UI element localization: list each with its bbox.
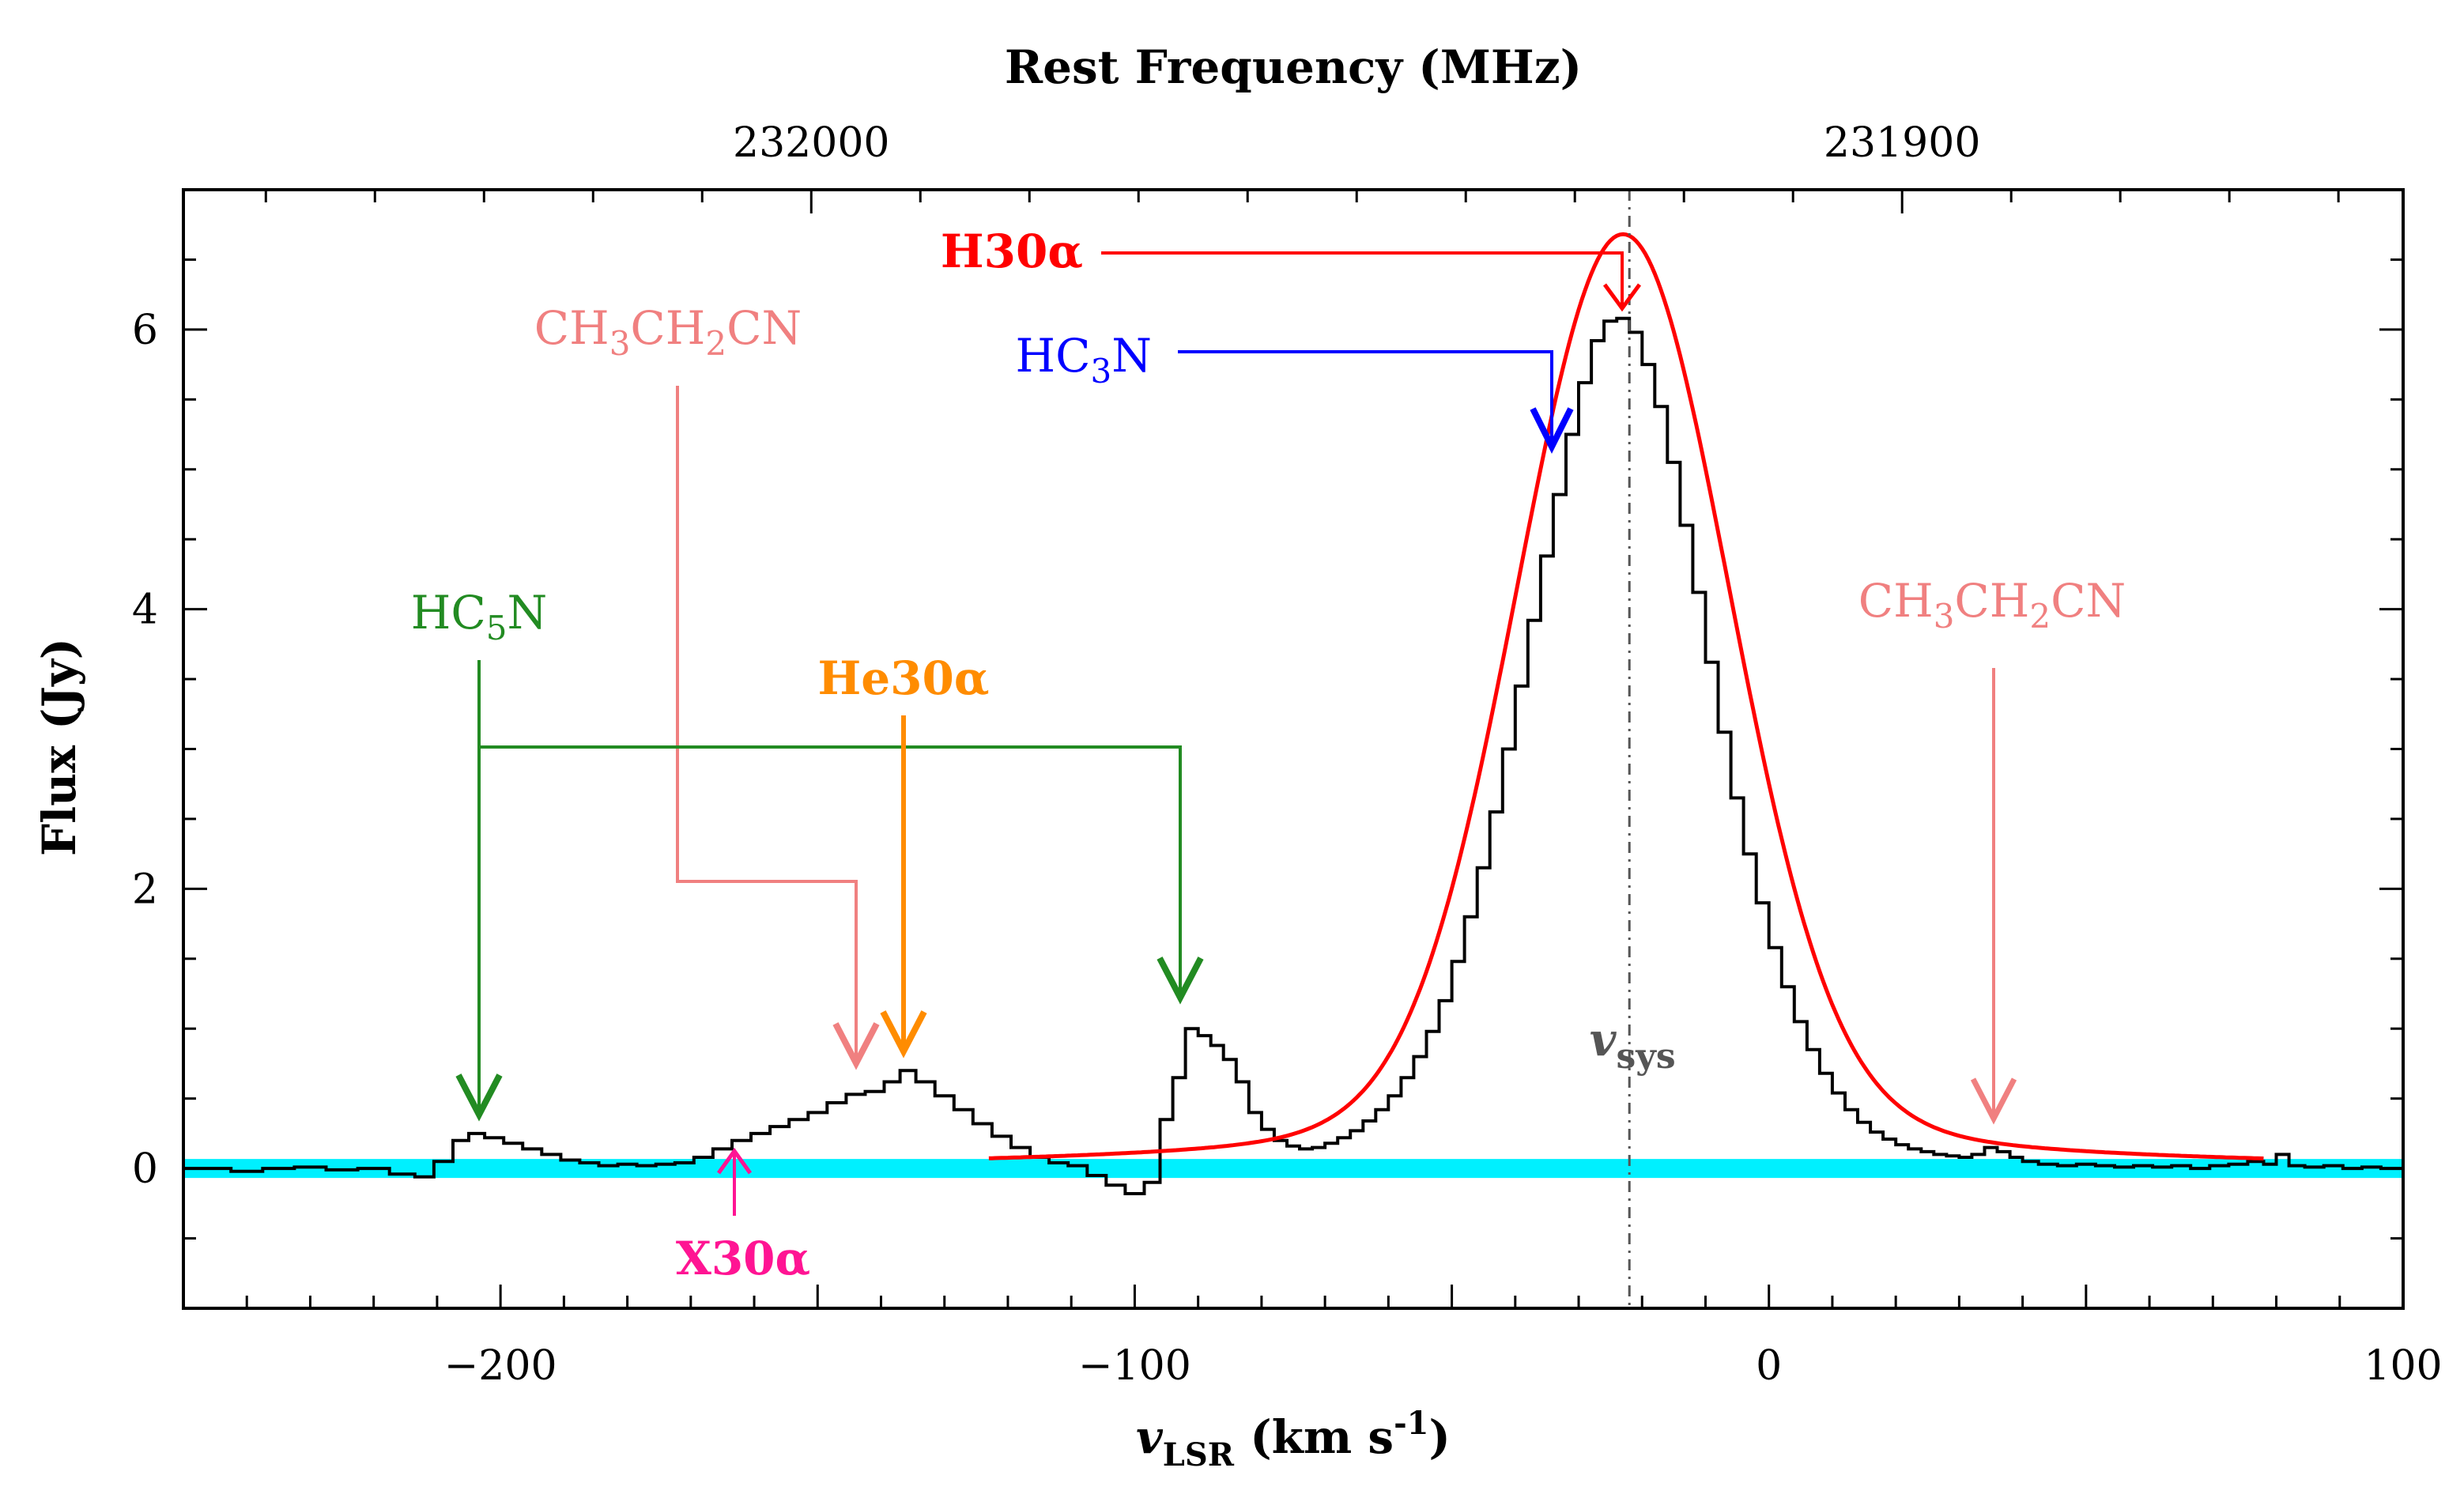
hc5n-leader-bracket bbox=[479, 745, 1182, 994]
label-ch3ch2cn-left-part: CN bbox=[726, 301, 802, 355]
hc5n-arrowhead-left bbox=[455, 1074, 503, 1122]
ch3ch2cn-left-leader bbox=[676, 386, 858, 1059]
annotation-h30a: H30α bbox=[941, 225, 1642, 312]
hc5n-arrowhead-right bbox=[1157, 957, 1204, 1005]
annotation-ch3ch2cn-left: CH3CH2CN bbox=[534, 301, 880, 1070]
h30a-arrowhead bbox=[1602, 283, 1642, 312]
he30a-arrowhead bbox=[880, 1010, 927, 1058]
x-tick-label: 100 bbox=[2364, 1342, 2442, 1390]
systemic-velocity-label-v: v bbox=[1590, 1013, 1617, 1066]
label-hc3n-part: N bbox=[1111, 329, 1152, 383]
label-hc5n-part: N bbox=[507, 586, 547, 640]
label-hc3n: HC3N bbox=[1016, 329, 1152, 391]
label-ch3ch2cn-right-part: CN bbox=[2051, 574, 2126, 628]
label-ch3ch2cn-right-part: CH bbox=[1858, 574, 1934, 628]
x-tick-label: −200 bbox=[444, 1342, 557, 1390]
x-axis-title-unit: (km s bbox=[1234, 1410, 1394, 1464]
label-hc3n-part: HC bbox=[1016, 329, 1091, 383]
label-hc5n-sub: 5 bbox=[486, 609, 508, 647]
top-axis-title: Rest Frequency (MHz) bbox=[1005, 40, 1582, 94]
annotation-he30a: He30α bbox=[817, 651, 990, 1058]
h30a-leader bbox=[1101, 251, 1624, 307]
systemic-velocity-label-sub: sys bbox=[1617, 1036, 1676, 1077]
annotation-x30a: X30α bbox=[676, 1147, 810, 1285]
hc3n-arrowhead bbox=[1530, 407, 1574, 454]
annotation-hc3n: HC3N bbox=[1016, 329, 1574, 454]
label-ch3ch2cn-right-part: CH bbox=[1954, 574, 2029, 628]
baseline-band-rect bbox=[183, 1159, 2403, 1179]
y-tick-label: 6 bbox=[132, 307, 158, 354]
y-tick-label: 4 bbox=[132, 587, 158, 634]
x-axis-title-sup: -1 bbox=[1394, 1405, 1428, 1442]
x-axis-title-v: v bbox=[1136, 1410, 1164, 1464]
x30a-arrowhead bbox=[716, 1147, 753, 1175]
label-ch3ch2cn-left-sub: 3 bbox=[609, 324, 631, 363]
label-hc5n: HC5N bbox=[411, 586, 547, 647]
label-ch3ch2cn-left-part: CH bbox=[534, 301, 609, 355]
label-hc5n-part: HC bbox=[411, 586, 486, 640]
label-ch3ch2cn-left-sub: 2 bbox=[705, 324, 726, 363]
top-tick-label: 232000 bbox=[733, 119, 890, 167]
gaussian-fit-curve bbox=[988, 232, 2264, 1160]
hc3n-leader bbox=[1178, 350, 1553, 443]
annotation-hc5n: HC5N bbox=[411, 586, 1204, 1122]
y-axis-title: Flux (Jy) bbox=[32, 638, 86, 856]
label-ch3ch2cn-right-sub: 3 bbox=[1934, 597, 1955, 636]
x-axis-title-close: ) bbox=[1429, 1410, 1451, 1464]
ch3ch2cn-right-arrowhead bbox=[1970, 1077, 2017, 1125]
label-ch3ch2cn-right: CH3CH2CN bbox=[1858, 574, 2126, 636]
label-ch3ch2cn-right-sub: 2 bbox=[2029, 597, 2051, 636]
label-ch3ch2cn-left-part: CH bbox=[630, 301, 705, 355]
y-tick-label: 0 bbox=[132, 1145, 158, 1193]
label-h30a: H30α bbox=[941, 225, 1083, 278]
spectrum-histogram-line bbox=[183, 316, 2403, 1195]
x-tick-label: 0 bbox=[1756, 1342, 1782, 1390]
plot-frame bbox=[182, 188, 2405, 1310]
ch3ch2cn-left-arrowhead bbox=[832, 1022, 880, 1070]
x-axis-title: vLSR (km s-1) bbox=[1136, 1405, 1451, 1473]
label-he30a: He30α bbox=[817, 651, 989, 705]
annotation-ch3ch2cn-right: CH3CH2CN bbox=[1858, 574, 2126, 1125]
label-ch3ch2cn-left: CH3CH2CN bbox=[534, 301, 802, 363]
x-tick-label: −100 bbox=[1078, 1342, 1191, 1390]
x-axis-title-sub: LSR bbox=[1163, 1436, 1235, 1473]
label-x30a: X30α bbox=[676, 1232, 810, 1285]
systemic-velocity-label: vsys bbox=[1590, 1013, 1676, 1077]
y-tick-label: 2 bbox=[132, 866, 158, 913]
top-tick-label: 231900 bbox=[1824, 119, 1981, 167]
label-hc3n-sub: 3 bbox=[1091, 352, 1112, 391]
baseline-band bbox=[183, 1159, 2403, 1179]
